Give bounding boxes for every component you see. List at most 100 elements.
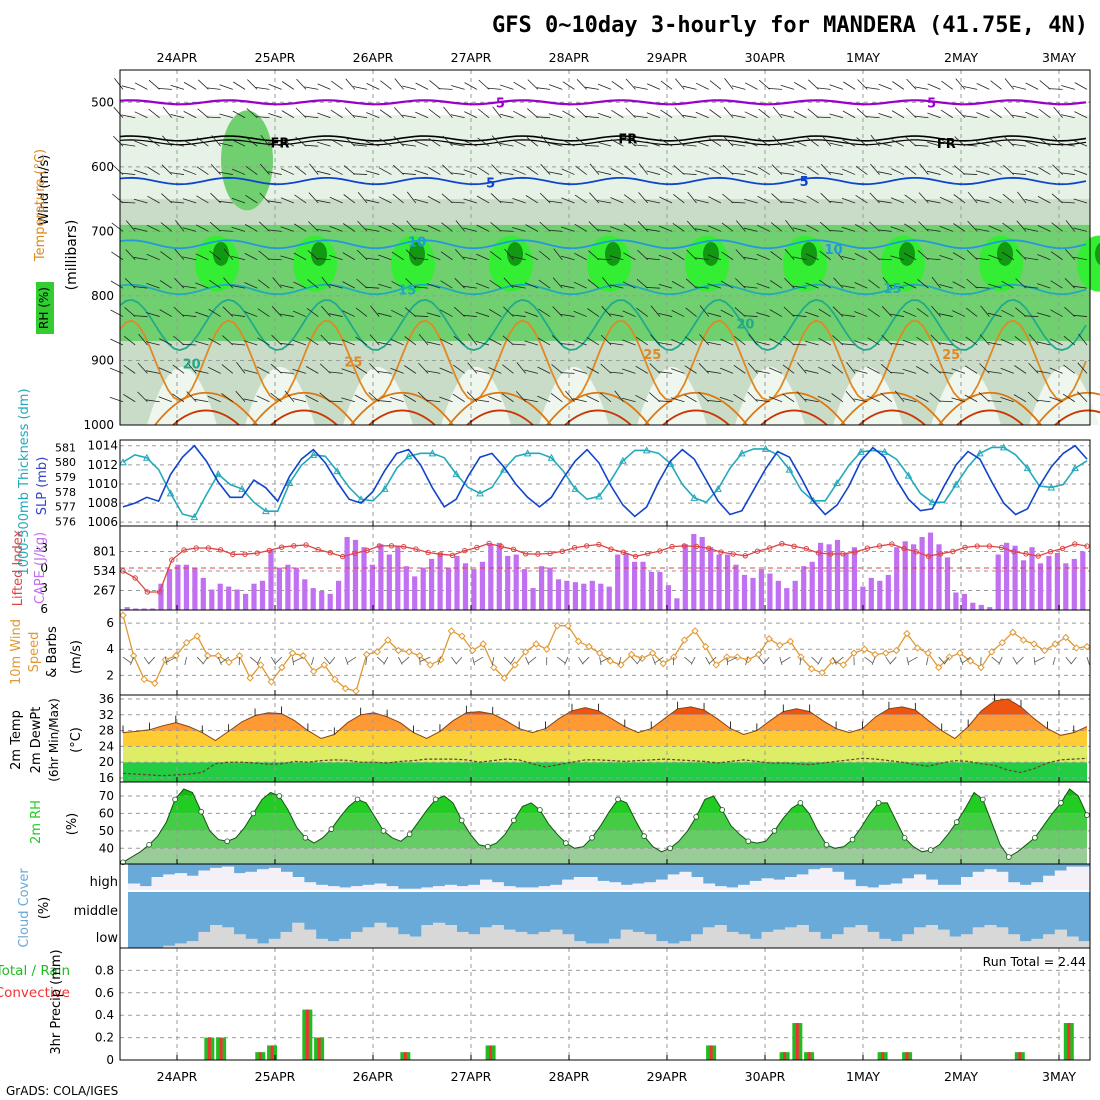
cloud-high-cell: [233, 873, 246, 890]
wind-barb: [170, 114, 185, 119]
wind10m-barb: [582, 656, 590, 664]
rh-point: [276, 793, 283, 799]
wind-barb: [341, 397, 355, 403]
wind-barb: [719, 367, 734, 374]
wind-barb: [976, 83, 990, 90]
thickness-line: [122, 446, 1088, 519]
wind-barb: [477, 137, 490, 147]
wind-barb: [622, 368, 636, 374]
pressure-tick-label: 500: [91, 95, 114, 109]
cape-bar: [479, 561, 485, 610]
wind-barb: [489, 279, 502, 289]
wind-barb: [954, 107, 966, 119]
wind-barb: [743, 256, 758, 261]
rh-point: [380, 828, 387, 834]
slp-tick-label: 1008: [87, 496, 118, 510]
wind-barb: [137, 362, 148, 374]
wind-barb: [392, 193, 404, 204]
cape-bar: [699, 537, 705, 610]
thickness-point: [452, 470, 461, 478]
wind10m-barb: [779, 656, 783, 666]
wind-barb: [561, 139, 575, 147]
wind-barb: [453, 364, 465, 374]
wind-barb: [637, 221, 648, 232]
wind10m-point: [214, 652, 223, 660]
wind-barb: [731, 85, 746, 90]
wind-barb: [391, 251, 404, 261]
cloud-low-cell: [268, 938, 281, 948]
wind-barb: [584, 145, 599, 147]
wind-barb: [390, 397, 404, 403]
thickness-point: [238, 484, 246, 492]
wind10m-point: [405, 648, 413, 656]
cape-bar: [192, 567, 198, 610]
cloud-high-cell: [1043, 875, 1056, 890]
wind-barb: [525, 195, 539, 204]
cloud-high-cell: [585, 877, 598, 890]
wind-barb: [210, 164, 221, 175]
wind-barb: [221, 364, 234, 374]
wind-barb: [989, 138, 1002, 147]
wind10m-point: [490, 663, 498, 672]
wind10m-point: [606, 657, 615, 665]
wind-barb: [601, 305, 612, 317]
rh-point: [198, 808, 205, 815]
wind-barb: [293, 281, 307, 289]
wind10m-barb: [184, 656, 187, 666]
wind-barb: [1013, 394, 1027, 403]
wind-barb: [755, 399, 770, 403]
cloud-low-cell: [597, 943, 610, 948]
wind-barb: [196, 195, 209, 204]
wind-barb: [1011, 172, 1027, 175]
precip-convective-bar: [258, 1052, 262, 1060]
wind-barb: [902, 339, 917, 346]
cape-bar: [733, 564, 739, 610]
cloud-low-cell: [679, 941, 692, 948]
wind-barb: [733, 393, 746, 403]
cloud-low-cell: [503, 929, 516, 948]
wind-barb: [940, 167, 953, 175]
wind-barb: [576, 107, 587, 119]
wind10m-point: [182, 638, 191, 647]
cloud-low-cell: [257, 943, 270, 948]
wind10m-point: [733, 653, 742, 661]
wind-barb: [551, 364, 563, 374]
cloud-low-cell: [573, 941, 586, 948]
cloud-low-cell: [761, 931, 774, 948]
wind-barb: [769, 338, 783, 346]
cape-bar: [302, 579, 308, 610]
wind-barb: [342, 252, 356, 261]
rh-tick-label: 50: [99, 824, 114, 838]
temp-tick-label: 24: [99, 739, 114, 753]
cloud-high-cell: [679, 871, 692, 890]
wind10m-point: [511, 661, 519, 669]
cloud-high-cell: [562, 879, 575, 890]
wind-barb: [853, 398, 868, 403]
contour-label: 5: [496, 96, 505, 111]
wind-barb: [1036, 399, 1051, 403]
wind-barb: [584, 115, 599, 119]
wind-barb: [816, 116, 831, 119]
wind-barb: [684, 336, 697, 346]
wind-barb: [733, 364, 746, 374]
cape-bar: [437, 553, 443, 610]
cloud-high-cell: [949, 884, 962, 890]
wind10m-point: [776, 641, 784, 650]
wind10m-point: [1062, 633, 1070, 642]
cloud-high-cell: [386, 886, 399, 890]
wind-barb: [784, 248, 795, 261]
wind-barb: [792, 343, 807, 346]
cloud-high-cell: [714, 886, 727, 890]
wind-barb: [939, 284, 953, 289]
wind-barb: [401, 172, 416, 175]
cloud-high-cell: [655, 879, 669, 890]
wind-barb: [540, 163, 551, 175]
wind-barb: [674, 107, 685, 119]
cape-bar: [395, 545, 401, 610]
wind10m-barb: [148, 656, 156, 665]
wind-barb: [890, 255, 905, 261]
wind-barb: [499, 142, 514, 147]
wind-barb: [609, 284, 624, 289]
wind-barb: [123, 335, 136, 346]
lifted-point: [169, 557, 175, 563]
